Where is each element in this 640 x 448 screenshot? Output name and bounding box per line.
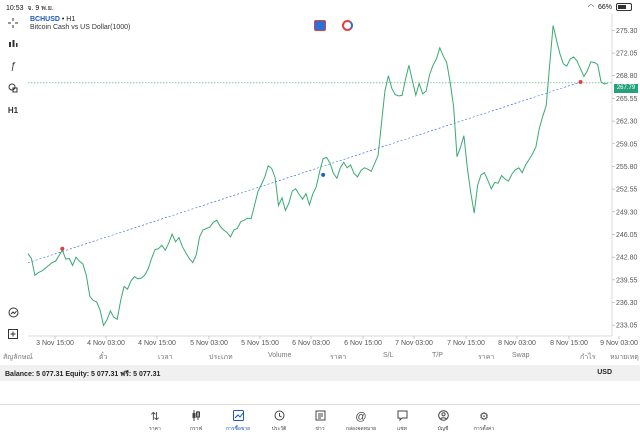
- wifi-icon: ◠: [587, 4, 594, 11]
- news-icon: [300, 410, 340, 424]
- col-profit: กำไร: [580, 354, 596, 361]
- price-tick-label: 259.05: [616, 141, 638, 148]
- status-right: ◠ 66%: [588, 3, 632, 11]
- battery-icon: [616, 3, 632, 11]
- time-tick-label: 7 Nov 03:00: [395, 340, 433, 347]
- balance-currency: USD: [597, 369, 612, 376]
- symbol-header: BCHUSD • H1 Bitcoin Cash vs US Dollar(10…: [30, 16, 130, 31]
- symbol-description: Bitcoin Cash vs US Dollar(1000): [30, 24, 131, 31]
- account-icon: [423, 410, 463, 424]
- price-tick-label: 236.30: [616, 300, 638, 307]
- bottom-tab-bar: ⇅ ราคา กราฟ การซื้อขาย ประวัติ ข่าว @ กล่อ…: [0, 404, 640, 448]
- price-tick-label: 233.05: [616, 323, 638, 330]
- tab-chat[interactable]: แชท: [382, 410, 422, 433]
- time-tick-label: 8 Nov 03:00: [498, 340, 536, 347]
- price-tick-label: 272.05: [616, 51, 638, 58]
- arrows-icon: ⇅: [150, 411, 160, 423]
- col-ticket: ตั๋ว: [99, 354, 108, 361]
- col-type: ประเภท: [209, 354, 233, 361]
- price-tick-label: 239.55: [616, 277, 638, 284]
- one-click-trading-icon[interactable]: [314, 20, 326, 31]
- symbol-timeframe: • H1: [61, 16, 76, 23]
- trade-marker: [578, 80, 583, 85]
- trade-icon: [218, 410, 258, 424]
- price-tick-label: 246.05: [616, 232, 638, 239]
- col-price: ราคา: [330, 354, 347, 361]
- col-tp: T/P: [432, 352, 443, 359]
- col-volume: Volume: [268, 352, 292, 359]
- price-tick-label: 242.80: [616, 255, 638, 262]
- mail-icon: @: [355, 411, 367, 423]
- trend-line: [27, 81, 581, 264]
- timeframe-button[interactable]: H1: [7, 105, 19, 115]
- col-time: เวลา: [158, 354, 173, 361]
- time-tick-label: 9 Nov 03:00: [600, 340, 638, 347]
- col-swap: Swap: [512, 352, 530, 359]
- balance-bar: Balance: 5 077.31 Equity: 5 077.31 ฟรี: …: [0, 365, 640, 381]
- time-tick-label: 6 Nov 03:00: [292, 340, 330, 347]
- objects-icon[interactable]: [4, 80, 22, 96]
- tab-history[interactable]: ประวัติ: [259, 410, 299, 433]
- time-tick-label: 4 Nov 03:00: [87, 340, 125, 347]
- settings-icon: ⚙: [479, 411, 489, 423]
- signal-icon[interactable]: [342, 20, 353, 31]
- tab-mailbox[interactable]: @ กล่องจดหมาย: [341, 410, 381, 433]
- col-comment: หมายเหตุ: [610, 354, 639, 361]
- chat-icon: [382, 410, 422, 424]
- crosshair-icon[interactable]: [4, 15, 22, 31]
- price-chart[interactable]: 275.30 272.05 268.80 265.55 262.30 259.05 255.…: [0, 14, 640, 350]
- price-series-line: [27, 25, 609, 327]
- price-tick-label: 265.55: [616, 96, 638, 103]
- tab-account[interactable]: บัญชี: [423, 410, 463, 433]
- indicators-icon[interactable]: [4, 36, 22, 52]
- tab-quotes[interactable]: ⇅ ราคา: [135, 410, 175, 433]
- status-bar: 10:53 จ. 9 พ.ย. ◠ 66%: [0, 0, 640, 14]
- tab-chart[interactable]: กราฟ: [176, 410, 216, 433]
- trade-table-header: สัญลักษณ์ ตั๋ว เวลา ประเภท Volume ราคา S…: [0, 350, 640, 362]
- time-tick-label: 5 Nov 03:00: [190, 340, 228, 347]
- chart-toolstrip: ƒ H1: [0, 14, 26, 344]
- chart-badges: [314, 20, 353, 31]
- time-tick-label: 8 Nov 15:00: [550, 340, 588, 347]
- balance-text: Balance: 5 077.31 Equity: 5 077.31 ฟรี: …: [5, 371, 161, 378]
- price-tick-label: 275.30: [616, 28, 638, 35]
- tab-settings[interactable]: ⚙ การตั้งค่า: [464, 410, 504, 433]
- trade-marker: [60, 246, 65, 251]
- new-order-icon[interactable]: [4, 326, 22, 342]
- history-icon: [259, 410, 299, 424]
- trade-marker: [321, 172, 326, 177]
- time-tick-label: 7 Nov 15:00: [447, 340, 485, 347]
- current-price-label: 267.79: [614, 84, 638, 93]
- battery-percent: 66%: [597, 3, 612, 11]
- chart-settings-icon[interactable]: [4, 304, 22, 320]
- price-tick-label: 262.30: [616, 119, 638, 126]
- symbol-name: BCHUSD: [30, 16, 60, 23]
- col-symbol: สัญลักษณ์: [3, 354, 33, 361]
- price-tick-label: 255.80: [616, 164, 638, 171]
- time-tick-label: 4 Nov 15:00: [138, 340, 176, 347]
- col-sl: S/L: [383, 352, 394, 359]
- time-tick-label: 5 Nov 15:00: [241, 340, 279, 347]
- time-tick-label: 3 Nov 15:00: [36, 340, 74, 347]
- candles-icon: [176, 410, 216, 424]
- price-tick-label: 249.30: [616, 209, 638, 216]
- time-tick-label: 6 Nov 15:00: [344, 340, 382, 347]
- tab-trade[interactable]: การซื้อขาย: [218, 410, 258, 433]
- price-tick-label: 268.80: [616, 73, 638, 80]
- price-tick-label: 252.55: [616, 187, 638, 194]
- col-price-current: ราคา: [478, 354, 495, 361]
- tab-news[interactable]: ข่าว: [300, 410, 340, 433]
- function-icon[interactable]: ƒ: [10, 60, 16, 72]
- status-time: 10:53 จ. 9 พ.ย.: [6, 5, 54, 12]
